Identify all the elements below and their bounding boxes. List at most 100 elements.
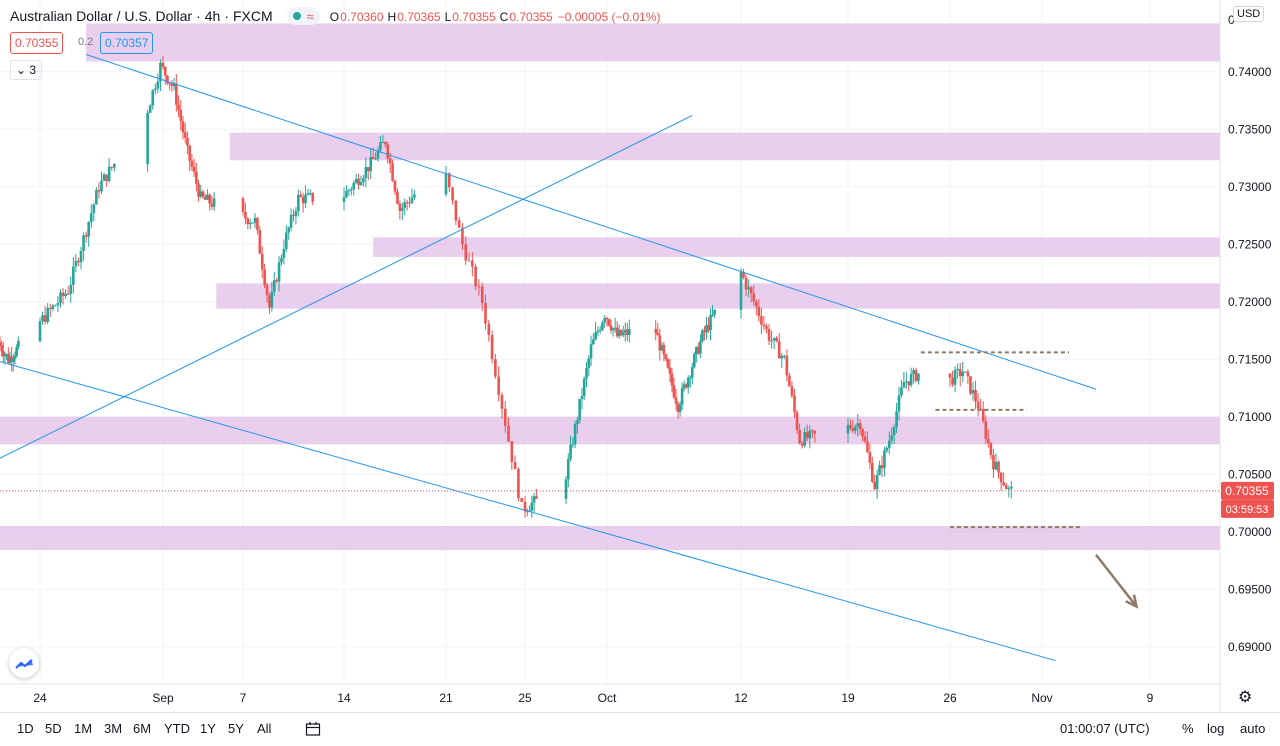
- candle: [48, 303, 52, 317]
- candle: [151, 89, 155, 110]
- candle: [66, 286, 70, 296]
- candle-body: [151, 90, 155, 106]
- market-status[interactable]: ≈: [286, 7, 320, 25]
- candle: [56, 295, 60, 313]
- candle-body: [260, 253, 264, 270]
- logo-icon: [15, 659, 33, 669]
- candle: [688, 375, 692, 388]
- candle: [292, 209, 295, 222]
- candle: [110, 166, 114, 171]
- candle: [77, 257, 80, 267]
- candle-body: [386, 144, 390, 159]
- candle: [660, 342, 664, 352]
- auto-toggle[interactable]: auto: [1240, 721, 1266, 736]
- chart-canvas[interactable]: 0.74000 0.73500 0.73000 0.72500 0.72000 0.715…: [0, 0, 1280, 712]
- currency-badge[interactable]: USD: [1233, 6, 1265, 22]
- candle: [272, 271, 276, 296]
- candle: [987, 429, 990, 448]
- candle-body: [15, 347, 18, 356]
- candle: [760, 308, 763, 335]
- price-tick-label: 0.71000: [1228, 410, 1272, 424]
- candle-body: [695, 346, 698, 355]
- candle-body: [263, 269, 266, 286]
- interval-label[interactable]: 4h: [204, 8, 221, 24]
- candle: [400, 202, 404, 221]
- candle: [258, 226, 262, 255]
- candle-body: [961, 371, 965, 377]
- candle-body: [603, 317, 607, 323]
- candle: [306, 188, 310, 196]
- gear-icon[interactable]: ⚙: [1238, 689, 1253, 706]
- ohlc-label: L: [444, 10, 452, 24]
- candle-body: [1010, 486, 1013, 489]
- candle: [580, 387, 584, 410]
- time-tick-label: 12: [734, 691, 748, 705]
- timeframe-6m[interactable]: 6M: [133, 721, 152, 736]
- calendar-range-icon[interactable]: [305, 721, 321, 740]
- timeframe-1d[interactable]: 1D: [17, 721, 34, 736]
- indicators-toggle[interactable]: ⌄ 3: [10, 60, 42, 80]
- candle: [15, 344, 18, 358]
- percent-toggle[interactable]: %: [1182, 721, 1194, 736]
- candle-body: [357, 178, 360, 186]
- candle-body: [197, 183, 200, 197]
- candle-body: [747, 287, 750, 290]
- candle: [576, 416, 579, 434]
- candle-body: [43, 315, 47, 322]
- timeframe-3m[interactable]: 3M: [104, 721, 123, 736]
- candle: [497, 366, 500, 402]
- candle: [38, 317, 42, 343]
- candle: [398, 200, 402, 220]
- last-price-value: 0.70355: [1225, 484, 1269, 498]
- timeframe-5y[interactable]: 5Y: [228, 721, 244, 736]
- buy-button[interactable]: 0.70357: [100, 32, 154, 54]
- candle-body: [626, 329, 629, 336]
- candle-body: [742, 271, 745, 278]
- candle: [856, 413, 860, 437]
- candle-body: [785, 355, 789, 376]
- timeframe-all[interactable]: All: [257, 721, 272, 736]
- utc-clock[interactable]: 01:00:07 (UTC): [1060, 721, 1150, 736]
- tradingview-logo[interactable]: [9, 648, 39, 678]
- sell-button[interactable]: 0.70355: [10, 32, 64, 54]
- candle: [405, 199, 409, 211]
- candle: [84, 231, 88, 243]
- candle-body: [354, 178, 358, 183]
- candle: [961, 361, 965, 383]
- candle-body: [981, 409, 985, 422]
- candle-body: [0, 345, 3, 352]
- timeframe-5d[interactable]: 5D: [45, 721, 62, 736]
- candle: [912, 367, 915, 384]
- ohlc-readout: O0.70360 H0.70365 L0.70355 C0.70355 −0.00005…: [330, 8, 665, 24]
- candle: [289, 208, 293, 232]
- candle: [105, 174, 108, 187]
- candle-body: [897, 395, 901, 412]
- candle: [477, 279, 481, 296]
- symbol-title[interactable]: Australian Dollar / U.S. Dollar: [10, 8, 193, 24]
- timeframe-ytd[interactable]: YTD: [164, 721, 190, 736]
- candle-body: [56, 302, 60, 306]
- candle-body: [163, 66, 167, 76]
- candle-body: [530, 502, 534, 511]
- candle-body: [623, 329, 627, 333]
- timeframe-1m[interactable]: 1M: [74, 721, 93, 736]
- candle: [282, 239, 286, 265]
- candle: [464, 236, 468, 265]
- time-tick-label: 19: [841, 691, 855, 705]
- log-toggle[interactable]: log: [1207, 721, 1225, 736]
- candle-body: [309, 192, 312, 194]
- candle: [994, 453, 998, 471]
- price-tick-label: 0.74000: [1228, 65, 1272, 79]
- candle-body: [1007, 488, 1011, 490]
- candle-body: [878, 465, 881, 475]
- candle-body: [880, 465, 884, 469]
- candle: [175, 74, 178, 112]
- timeframe-1y[interactable]: 1Y: [200, 721, 216, 736]
- candle: [805, 424, 809, 442]
- candle: [168, 82, 171, 91]
- candle-body: [609, 325, 613, 331]
- candle-body: [241, 198, 245, 212]
- candle: [964, 371, 967, 373]
- candle-body: [292, 214, 295, 216]
- candle: [280, 254, 283, 266]
